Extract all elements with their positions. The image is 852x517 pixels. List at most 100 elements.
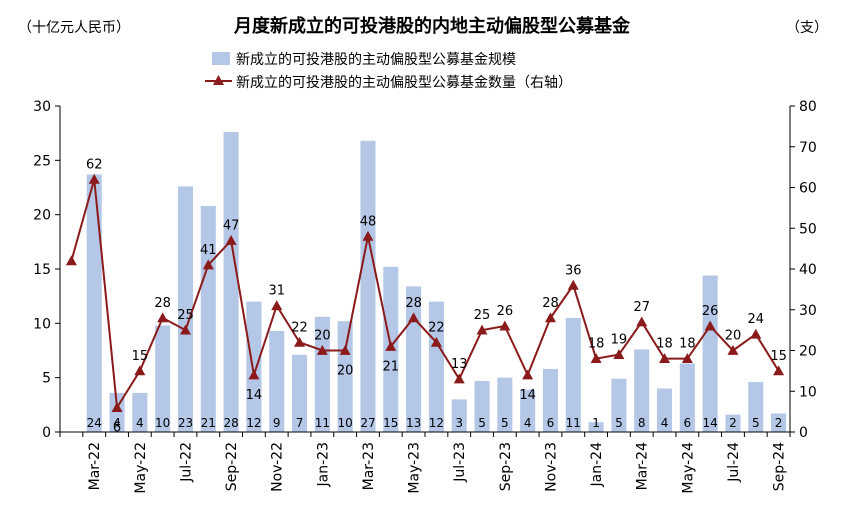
line-point	[111, 402, 123, 412]
plot-area: 24 4 4 10 23 21 28 12 9 7 11 10 27 15 13 12 3 5 5 4 6 11 1 5 8 4 6…	[33, 99, 817, 494]
legend-line-label: 新成立的可投港股的主动偏股型公募基金数量（右轴）	[236, 74, 572, 91]
line-value-label: 28	[542, 296, 559, 311]
bar-value-label: 2	[775, 416, 783, 430]
line-point	[202, 259, 214, 270]
line-point	[613, 349, 625, 359]
left-tick-label: 30	[33, 99, 51, 115]
line-value-label: 25	[474, 308, 491, 323]
bar-value-label: 28	[223, 416, 238, 430]
line-point	[659, 353, 671, 364]
bar	[451, 399, 467, 432]
bar	[542, 368, 558, 432]
left-tick-label: 20	[33, 208, 51, 224]
bar-value-label: 12	[429, 416, 444, 430]
right-tick-label: 10	[799, 384, 817, 400]
line-point	[476, 324, 488, 335]
x-tick-label: Sep-24	[772, 442, 788, 491]
line-point	[316, 345, 328, 355]
chart-title: 月度新成立的可投港股的内地主动偏股型公募基金	[233, 15, 631, 37]
x-tick-label: Mar-23	[361, 442, 377, 490]
bar-value-label: 11	[315, 416, 330, 430]
bar-value-label: 7	[296, 416, 304, 430]
bar	[497, 377, 513, 432]
bar	[155, 325, 171, 432]
bar	[337, 321, 353, 432]
bar	[246, 301, 262, 432]
line-value-label: 22	[428, 320, 445, 335]
bar	[292, 354, 308, 432]
x-tick-label: Mar-22	[87, 442, 103, 490]
bar	[565, 317, 581, 432]
legend-bar-label: 新成立的可投港股的主动偏股型公募基金规模	[236, 51, 516, 68]
line-point	[681, 353, 693, 364]
legend-bar-swatch	[212, 52, 230, 65]
bar	[132, 392, 148, 432]
bar-value-label: 5	[752, 416, 760, 430]
bar-value-label: 4	[524, 416, 532, 430]
line-value-label: 41	[200, 243, 217, 258]
bar	[474, 380, 490, 432]
line-point	[179, 324, 191, 335]
right-tick-label: 20	[799, 344, 817, 360]
x-tick-label: Mar-24	[635, 442, 651, 490]
x-tick-label: Nov-22	[270, 442, 286, 492]
bar	[679, 363, 695, 432]
bar	[634, 349, 650, 432]
bar	[771, 413, 787, 432]
right-tick-label: 50	[799, 221, 817, 237]
line-point	[430, 336, 442, 347]
line-value-label: 22	[291, 320, 308, 335]
line-point	[362, 230, 374, 241]
line-point	[294, 336, 306, 347]
x-tick-label: Nov-23	[543, 442, 559, 492]
legend: 新成立的可投港股的主动偏股型公募基金规模 新成立的可投港股的主动偏股型公募基金数…	[205, 51, 572, 91]
line-value-label: 21	[383, 359, 400, 374]
right-tick-label: 80	[799, 99, 817, 115]
left-tick-label: 25	[33, 153, 51, 169]
line-value-label: 6	[113, 421, 121, 436]
bar-value-label: 15	[383, 416, 398, 430]
bar-value-label: 5	[615, 416, 623, 430]
line-point	[225, 234, 237, 245]
bar	[611, 378, 627, 432]
bar-value-label: 1	[592, 416, 600, 430]
bar-value-label: 13	[406, 416, 421, 430]
line-value-label: 18	[588, 337, 605, 352]
bar	[360, 140, 376, 433]
line-value-label: 48	[360, 214, 377, 229]
line-value-label: 14	[519, 388, 536, 403]
line-point	[65, 255, 77, 266]
line-point	[590, 353, 602, 364]
x-tick-label: Jul-24	[726, 442, 742, 483]
line-value-label: 13	[451, 357, 468, 372]
line-point	[567, 279, 579, 290]
line-point	[750, 328, 762, 339]
line-value-label: 26	[497, 304, 514, 319]
line-value-label: 28	[405, 296, 422, 311]
line-value-label: 20	[314, 329, 331, 344]
line-value-label: 14	[246, 388, 263, 403]
line-value-label: 18	[656, 337, 673, 352]
bar-value-label: 27	[360, 416, 375, 430]
bar-value-label: 10	[155, 416, 170, 430]
line-value-label: 26	[702, 304, 719, 319]
line-value-label: 15	[770, 349, 787, 364]
bar-value-label: 4	[136, 416, 144, 430]
x-tick-label: Sep-22	[224, 442, 240, 491]
x-tick-label: Sep-23	[498, 442, 514, 491]
bar	[269, 330, 285, 432]
line-point	[704, 320, 716, 331]
x-tick-label: May-23	[407, 442, 423, 494]
bar	[725, 414, 741, 432]
x-tick-label: Jul-23	[452, 442, 468, 483]
x-tick-label: Jul-22	[178, 442, 194, 483]
line-point	[636, 316, 648, 327]
bar	[314, 316, 330, 432]
line-value-label: 27	[633, 300, 650, 315]
line-point	[88, 173, 100, 184]
bar	[200, 205, 216, 432]
bar-value-label: 14	[703, 416, 718, 430]
line-value-label: 18	[679, 337, 696, 352]
bar	[223, 132, 239, 432]
